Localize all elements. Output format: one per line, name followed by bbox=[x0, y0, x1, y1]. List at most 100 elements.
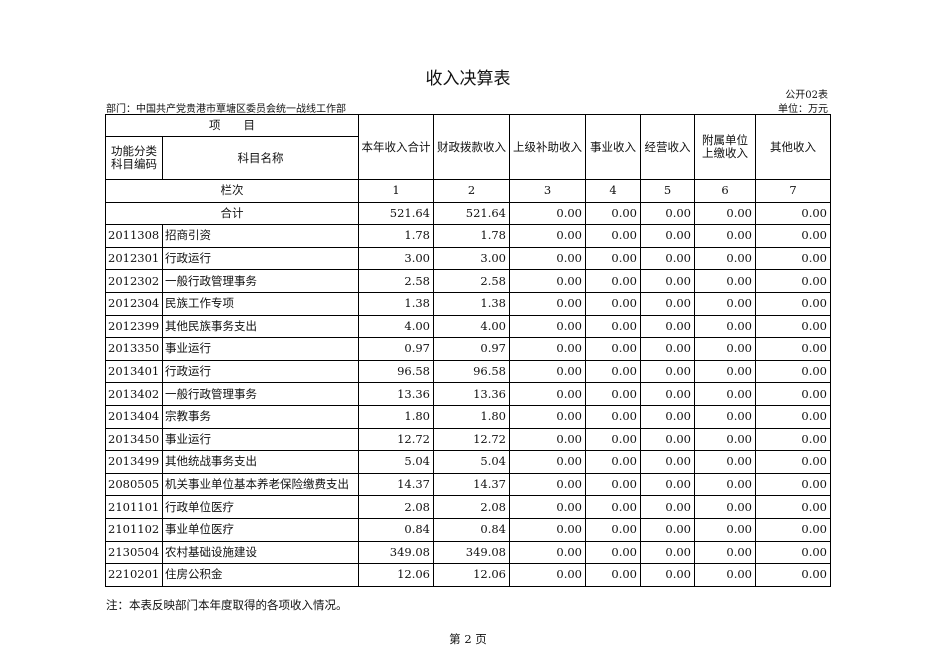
amount-cell: 2.58 bbox=[433, 269, 510, 293]
amount-cell: 2.58 bbox=[358, 269, 434, 293]
header-col-6: 附属单位上缴收入 bbox=[694, 114, 756, 180]
amount-cell: 0.00 bbox=[694, 359, 756, 384]
table-row: 2012304 民族工作专项 1.38 1.38 0.00 0.00 0.00 0.00 0.0… bbox=[105, 291, 831, 316]
amount-cell: 0.00 bbox=[755, 450, 831, 474]
amount-cell: 13.36 bbox=[433, 382, 510, 406]
amount-cell: 0.00 bbox=[694, 314, 756, 339]
subject-name: 一般行政管理事务 bbox=[162, 382, 359, 406]
subject-name: 住房公积金 bbox=[162, 563, 359, 587]
subject-name: 民族工作专项 bbox=[162, 291, 359, 316]
income-table: 项 目 本年收入合计 财政拨款收入 上级补助收入 事业收入 经营收入 附属单位上… bbox=[105, 114, 831, 587]
total-row: 合计 521.64 521.64 0.00 0.00 0.00 0.00 0.0… bbox=[105, 201, 831, 226]
amount-cell: 0.00 bbox=[509, 337, 586, 361]
column-number: 3 bbox=[509, 179, 586, 203]
amount-cell: 4.00 bbox=[358, 314, 434, 339]
amount-cell: 0.00 bbox=[585, 291, 641, 316]
table-row: 2012399 其他民族事务支出 4.00 4.00 0.00 0.00 0.00 0.00 0… bbox=[105, 314, 831, 339]
amount-cell: 349.08 bbox=[358, 540, 434, 565]
amount-cell: 0.00 bbox=[755, 540, 831, 565]
header-item: 项 目 bbox=[105, 114, 359, 137]
amount-cell: 12.06 bbox=[358, 563, 434, 587]
total-value: 0.00 bbox=[694, 201, 756, 226]
amount-cell: 0.00 bbox=[640, 517, 695, 542]
amount-cell: 1.38 bbox=[358, 291, 434, 316]
table-row: 2101101 行政单位医疗 2.08 2.08 0.00 0.00 0.00 0.00 0.0… bbox=[105, 495, 831, 519]
subject-name: 事业运行 bbox=[162, 337, 359, 361]
subject-name: 招商引资 bbox=[162, 224, 359, 248]
table-row: 2012301 行政运行 3.00 3.00 0.00 0.00 0.00 0.00 0.00 bbox=[105, 246, 831, 271]
subject-code: 2101101 bbox=[105, 495, 163, 519]
amount-cell: 1.80 bbox=[358, 404, 434, 429]
column-number: 7 bbox=[755, 179, 831, 203]
subject-code: 2013499 bbox=[105, 450, 163, 474]
amount-cell: 13.36 bbox=[358, 382, 434, 406]
header-col-7: 其他收入 bbox=[755, 114, 831, 180]
amount-cell: 0.00 bbox=[509, 291, 586, 316]
table-note: 注：本表反映部门本年度取得的各项收入情况。 bbox=[106, 598, 348, 612]
amount-cell: 0.00 bbox=[640, 540, 695, 565]
amount-cell: 0.00 bbox=[585, 359, 641, 384]
amount-cell: 0.00 bbox=[755, 269, 831, 293]
amount-cell: 0.00 bbox=[585, 337, 641, 361]
table-row: 2130504 农村基础设施建设 349.08 349.08 0.00 0.00 0.00 0… bbox=[105, 540, 831, 565]
subject-name: 一般行政管理事务 bbox=[162, 269, 359, 293]
total-value: 521.64 bbox=[433, 201, 510, 226]
subject-name: 其他民族事务支出 bbox=[162, 314, 359, 339]
table-row: 2013404 宗教事务 1.80 1.80 0.00 0.00 0.00 0.00 0.00 bbox=[105, 404, 831, 429]
amount-cell: 14.37 bbox=[358, 472, 434, 497]
amount-cell: 1.80 bbox=[433, 404, 510, 429]
amount-cell: 0.00 bbox=[755, 314, 831, 339]
table-row: 2011308 招商引资 1.78 1.78 0.00 0.00 0.00 0.00 0.00 bbox=[105, 224, 831, 248]
amount-cell: 4.00 bbox=[433, 314, 510, 339]
amount-cell: 96.58 bbox=[433, 359, 510, 384]
amount-cell: 14.37 bbox=[433, 472, 510, 497]
subject-code: 2130504 bbox=[105, 540, 163, 565]
amount-cell: 96.58 bbox=[358, 359, 434, 384]
amount-cell: 0.00 bbox=[509, 224, 586, 248]
amount-cell: 0.00 bbox=[694, 495, 756, 519]
amount-cell: 0.00 bbox=[585, 224, 641, 248]
amount-cell: 0.00 bbox=[694, 382, 756, 406]
table-row: 2210201 住房公积金 12.06 12.06 0.00 0.00 0.00 0.00 0.… bbox=[105, 563, 831, 587]
header-col-2: 财政拨款收入 bbox=[433, 114, 510, 180]
subject-code: 2013404 bbox=[105, 404, 163, 429]
amount-cell: 0.00 bbox=[755, 427, 831, 452]
column-number: 2 bbox=[433, 179, 510, 203]
amount-cell: 0.00 bbox=[640, 404, 695, 429]
column-index-row: 栏次 1 2 3 4 5 6 7 bbox=[105, 179, 831, 203]
subject-name: 行政运行 bbox=[162, 246, 359, 271]
table-row: 2013350 事业运行 0.97 0.97 0.00 0.00 0.00 0.00 0.00 bbox=[105, 337, 831, 361]
amount-cell: 0.00 bbox=[509, 427, 586, 452]
header-col-3: 上级补助收入 bbox=[509, 114, 586, 180]
amount-cell: 3.00 bbox=[433, 246, 510, 271]
amount-cell: 0.00 bbox=[755, 291, 831, 316]
table-row: 2101102 事业单位医疗 0.84 0.84 0.00 0.00 0.00 0.00 0.0… bbox=[105, 517, 831, 542]
amount-cell: 0.00 bbox=[585, 563, 641, 587]
amount-cell: 0.00 bbox=[585, 472, 641, 497]
form-number: 公开02表 bbox=[785, 90, 828, 101]
amount-cell: 0.00 bbox=[694, 337, 756, 361]
amount-cell: 0.00 bbox=[509, 314, 586, 339]
amount-cell: 0.00 bbox=[585, 540, 641, 565]
subject-name: 事业运行 bbox=[162, 427, 359, 452]
subject-name: 行政单位医疗 bbox=[162, 495, 359, 519]
total-value: 0.00 bbox=[640, 201, 695, 226]
subject-code: 2210201 bbox=[105, 563, 163, 587]
page-number: 第 2 页 bbox=[449, 632, 487, 646]
amount-cell: 0.00 bbox=[640, 314, 695, 339]
amount-cell: 0.00 bbox=[585, 269, 641, 293]
amount-cell: 0.00 bbox=[755, 224, 831, 248]
amount-cell: 0.00 bbox=[640, 359, 695, 384]
amount-cell: 1.38 bbox=[433, 291, 510, 316]
table-row: 2013499 其他统战事务支出 5.04 5.04 0.00 0.00 0.00 0.00 0… bbox=[105, 450, 831, 474]
amount-cell: 0.00 bbox=[694, 540, 756, 565]
amount-cell: 2.08 bbox=[433, 495, 510, 519]
amount-cell: 0.00 bbox=[755, 495, 831, 519]
total-value: 0.00 bbox=[509, 201, 586, 226]
header-col-4: 事业收入 bbox=[585, 114, 641, 180]
column-number: 1 bbox=[358, 179, 434, 203]
amount-cell: 0.00 bbox=[755, 246, 831, 271]
amount-cell: 0.00 bbox=[755, 472, 831, 497]
amount-cell: 0.00 bbox=[585, 314, 641, 339]
page-title: 收入决算表 bbox=[425, 69, 511, 89]
